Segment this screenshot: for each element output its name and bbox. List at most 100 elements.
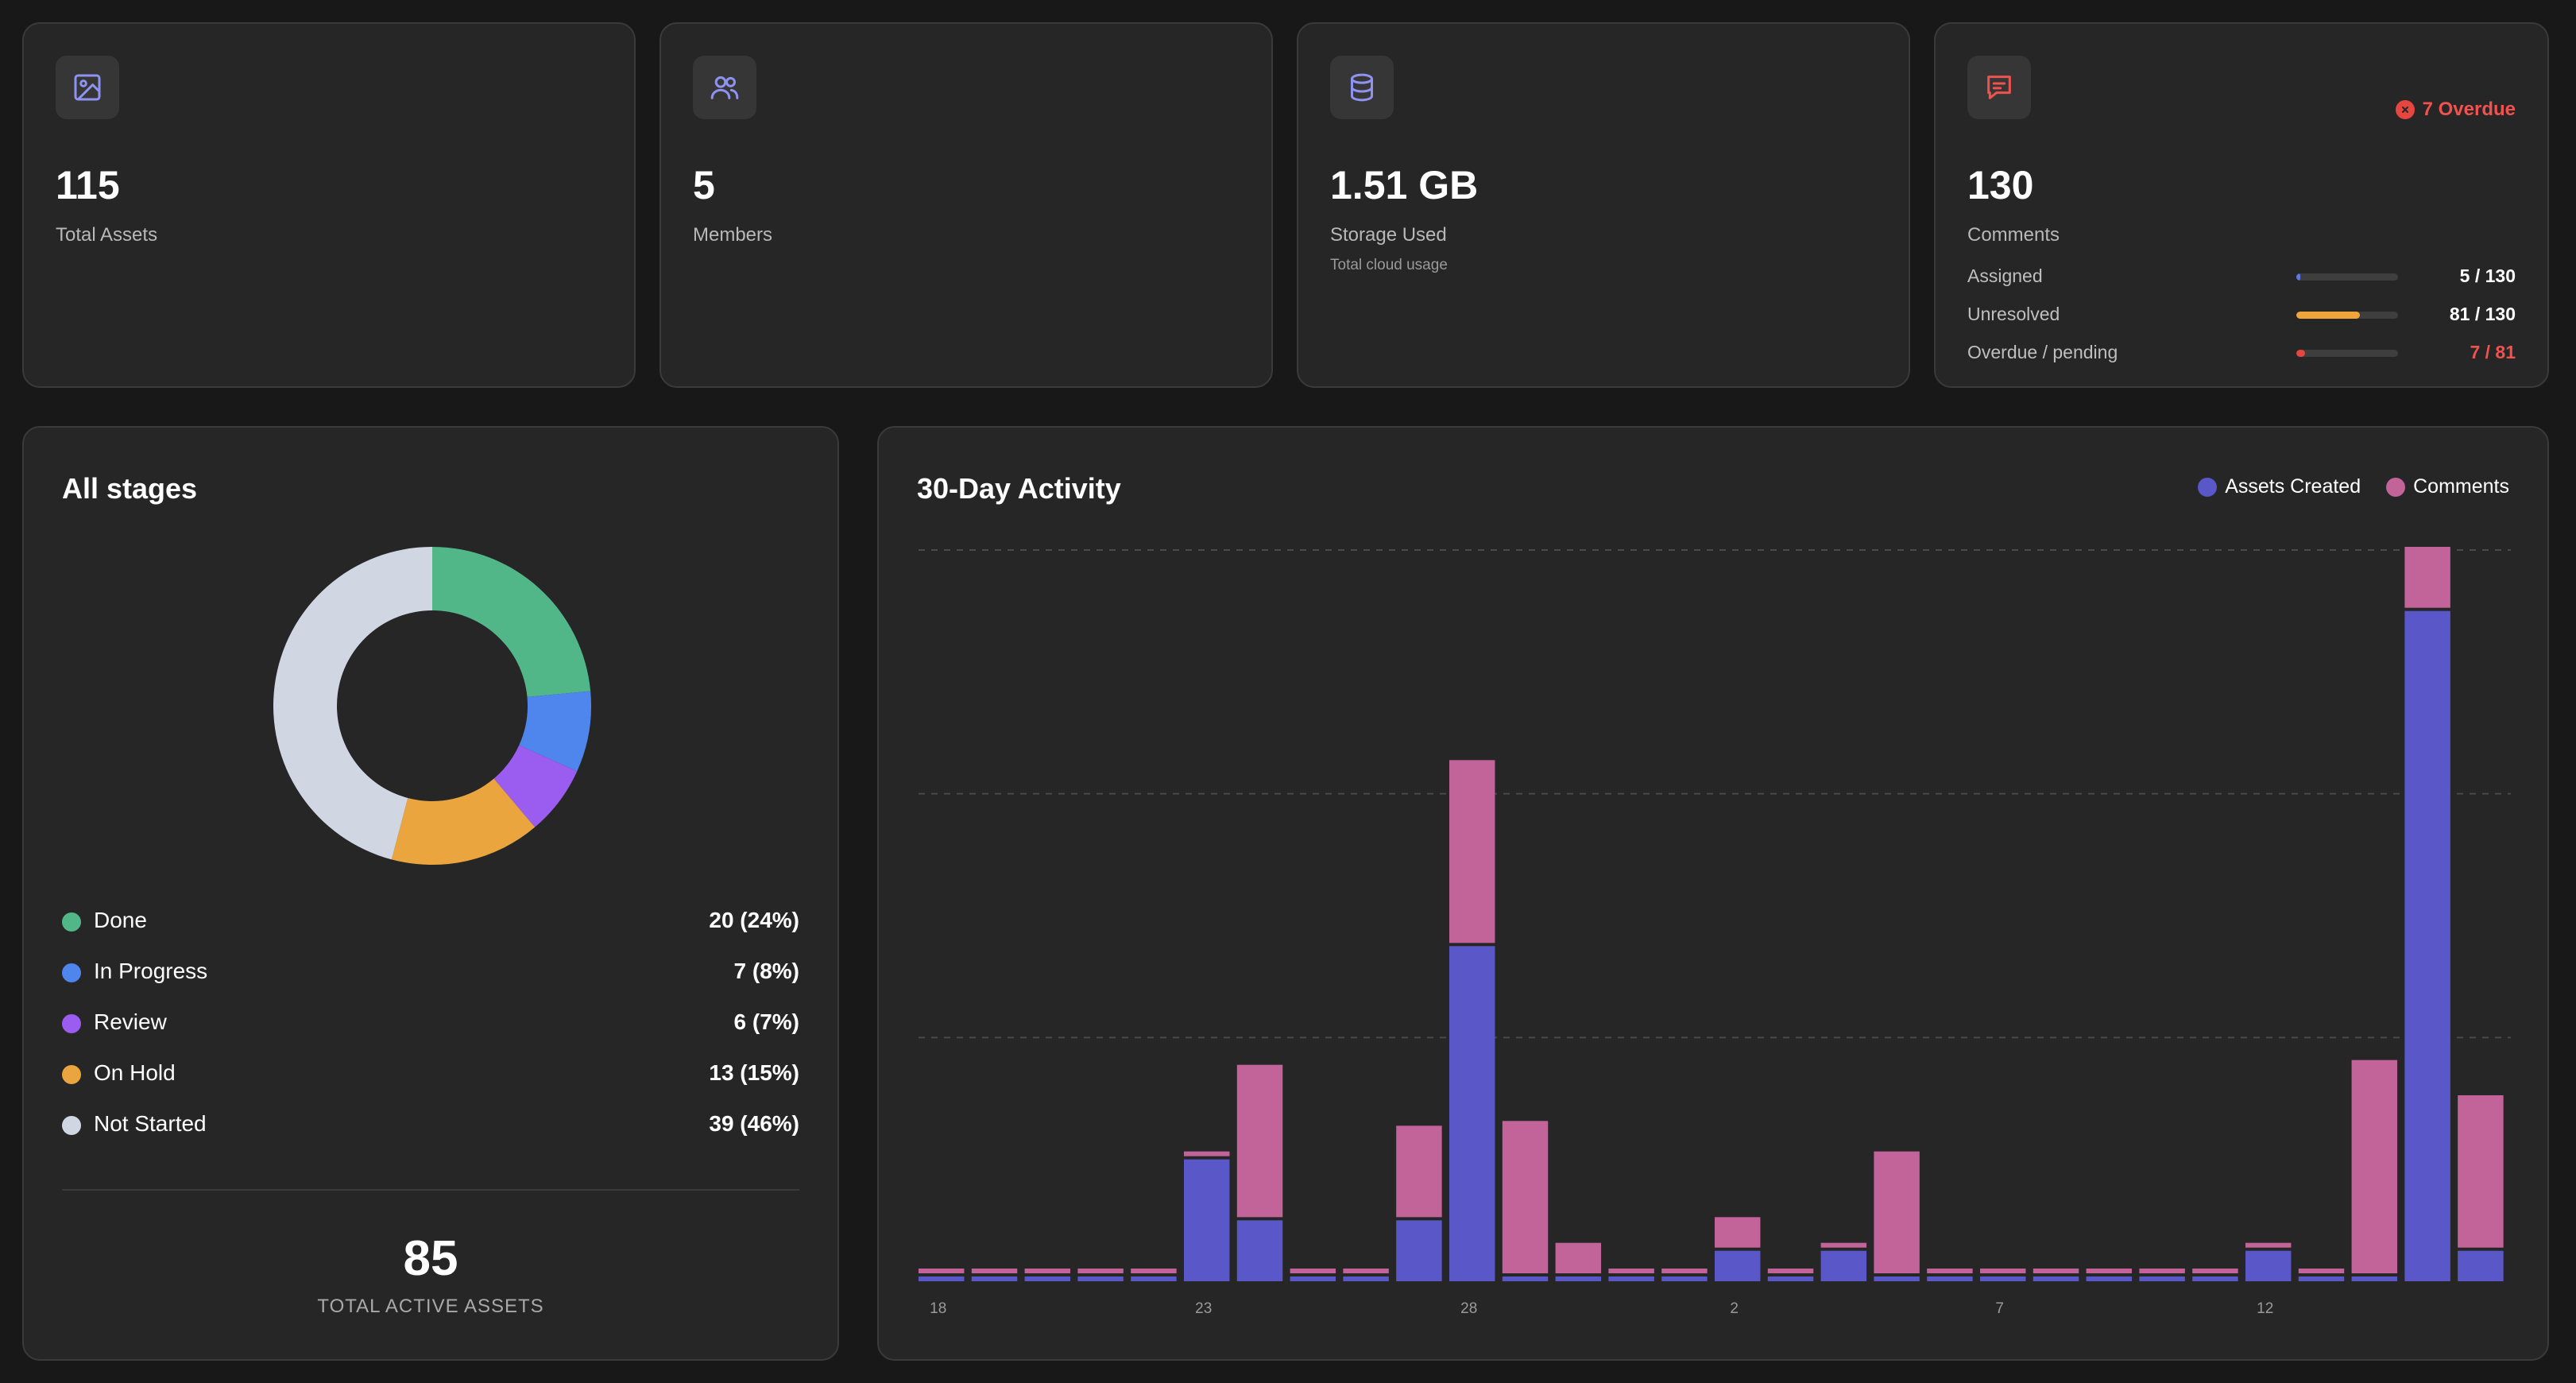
bar-assets-created[interactable] [1343,1276,1389,1281]
stage-count: 13 (15%) [709,1060,799,1085]
bar-assets-created[interactable] [2404,610,2450,1281]
bar-comments[interactable] [2192,1269,2238,1273]
bar-assets-created[interactable] [2298,1276,2345,1281]
donut-slice-in-progress[interactable] [519,691,591,772]
bar-assets-created[interactable] [971,1276,1018,1281]
legend-label: Comments [2413,475,2509,498]
donut-slice-done[interactable] [432,547,591,697]
bar-assets-created[interactable] [1661,1276,1708,1281]
bar-assets-created[interactable] [1715,1250,1761,1281]
bar-comments[interactable] [2033,1269,2079,1273]
bar-comments[interactable] [1131,1269,1177,1273]
total-assets-value: 115 [56,163,120,207]
bar-assets-created[interactable] [1077,1276,1124,1281]
bar-comments[interactable] [2086,1269,2133,1273]
bar-assets-created[interactable] [2192,1276,2238,1281]
stage-dot [62,912,81,932]
activity-bar-chart: 18 23 28 2 7 12 [919,547,2511,1317]
users-icon [693,56,756,119]
stage-count: 39 (46%) [709,1111,799,1136]
activity-title: 30-Day Activity [917,472,1121,505]
bar-comments[interactable] [1024,1269,1071,1273]
overdue-pending-label: Overdue / pending [1967,342,2118,362]
bar-assets-created[interactable] [1820,1250,1867,1281]
bar-comments[interactable] [1820,1242,1867,1248]
bar-assets-created[interactable] [2086,1276,2133,1281]
assigned-label: Assigned [1967,265,2043,286]
bar-assets-created[interactable] [1131,1276,1177,1281]
activity-panel: 30-Day Activity Assets Created Comments … [877,426,2549,1361]
legend-item-assets-created[interactable]: Assets Created [2198,475,2361,498]
bar-comments[interactable] [1661,1269,1708,1273]
bar-assets-created[interactable] [1290,1276,1336,1281]
bar-comments[interactable] [919,1269,965,1273]
bar-comments[interactable] [2139,1269,2185,1273]
bar-comments[interactable] [1396,1125,1442,1218]
overdue-pending-value: 7 / 81 [2470,342,2516,362]
donut-slice-not-started[interactable] [273,547,432,860]
bar-comments[interactable] [1236,1064,1283,1218]
bar-comments[interactable] [1555,1242,1602,1273]
bar-assets-created[interactable] [2351,1276,2398,1281]
bar-assets-created[interactable] [2458,1250,2504,1281]
bar-comments[interactable] [2298,1269,2345,1273]
stage-name: Done [94,908,147,932]
bar-comments[interactable] [1608,1269,1654,1273]
total-assets-label: Total Assets [56,224,158,246]
bar-assets-created[interactable] [1767,1276,1814,1281]
bar-comments[interactable] [1290,1269,1336,1273]
x-tick-label: 12 [2257,1300,2273,1317]
bar-comments[interactable] [2351,1060,2398,1273]
bar-assets-created[interactable] [1236,1220,1283,1281]
bar-comments[interactable] [1449,760,1495,943]
bar-assets-created[interactable] [1184,1159,1230,1281]
bar-assets-created[interactable] [1927,1276,1973,1281]
stage-dot [62,1116,81,1135]
overdue-progress [2296,350,2398,357]
bar-comments[interactable] [971,1269,1018,1273]
stage-row-not-started: Not Started 39 (46%) [62,1108,799,1140]
x-tick-label: 23 [1195,1300,1212,1317]
donut-slice-review[interactable] [493,745,578,827]
bar-comments[interactable] [1184,1151,1230,1156]
bar-comments[interactable] [2404,547,2450,608]
bar-assets-created[interactable] [1396,1220,1442,1281]
legend-item-comments[interactable]: Comments [2386,475,2509,498]
bar-assets-created[interactable] [1449,946,1495,1281]
comments-unresolved-row: Unresolved 81 / 130 [1967,302,2516,326]
bar-comments[interactable] [1874,1151,1920,1273]
bar-comments[interactable] [1715,1217,1761,1248]
bar-comments[interactable] [1927,1269,1973,1273]
bar-assets-created[interactable] [2033,1276,2079,1281]
unresolved-progress [2296,312,2398,319]
stage-row-done: Done 20 (24%) [62,905,799,936]
legend-swatch [2386,477,2406,497]
stage-row-in-progress: In Progress 7 (8%) [62,955,799,987]
total-assets-card: 115 Total Assets [22,22,636,388]
image-icon [56,56,119,119]
bar-comments[interactable] [1767,1269,1814,1273]
storage-card: 1.51 GB Storage Used Total cloud usage [1297,22,1910,388]
bar-assets-created[interactable] [1555,1276,1602,1281]
bar-assets-created[interactable] [1608,1276,1654,1281]
stages-divider [62,1189,799,1191]
stage-name: Review [94,1009,167,1034]
message-icon [1967,56,2031,119]
overdue-badge[interactable]: 7 Overdue [2395,99,2516,121]
bar-comments[interactable] [2458,1095,2504,1248]
bar-comments[interactable] [1343,1269,1389,1273]
donut-slice-on-hold[interactable] [391,778,536,865]
bar-assets-created[interactable] [1874,1276,1920,1281]
comments-value: 130 [1967,163,2034,207]
x-tick-label: 18 [930,1300,946,1317]
bar-assets-created[interactable] [1502,1276,1549,1281]
bar-comments[interactable] [1077,1269,1124,1273]
bar-assets-created[interactable] [2139,1276,2185,1281]
bar-assets-created[interactable] [919,1276,965,1281]
bar-comments[interactable] [1502,1121,1549,1273]
bar-assets-created[interactable] [1980,1276,2026,1281]
bar-comments[interactable] [2245,1242,2292,1248]
bar-assets-created[interactable] [1024,1276,1071,1281]
bar-assets-created[interactable] [2245,1250,2292,1281]
bar-comments[interactable] [1980,1269,2026,1273]
